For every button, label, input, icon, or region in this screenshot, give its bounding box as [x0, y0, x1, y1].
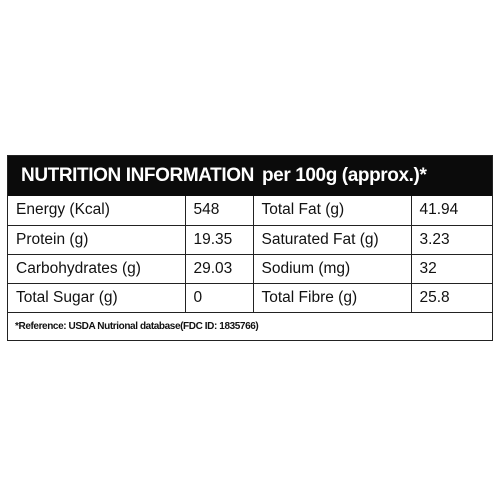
nutrient-value: 548	[184, 196, 254, 226]
nutrient-label: Saturated Fat (g)	[252, 224, 412, 255]
nutrient-label: Carbohydrates (g)	[8, 253, 186, 284]
nutrition-header: NUTRITION INFORMATION per 100g (approx.)…	[8, 156, 492, 196]
nutrient-value: 29.03	[184, 253, 254, 284]
nutrient-value: 25.8	[410, 282, 492, 313]
nutrient-label: Total Fat (g)	[252, 196, 412, 226]
nutrient-label: Protein (g)	[8, 224, 186, 255]
nutrient-value: 0	[184, 282, 254, 313]
table-row: Total Sugar (g) 0 Total Fibre (g) 25.8	[8, 282, 492, 313]
nutrient-value: 3.23	[410, 224, 492, 255]
nutrition-title: NUTRITION INFORMATION	[21, 165, 254, 186]
nutrient-label: Total Sugar (g)	[8, 282, 186, 313]
reference-note: *Reference: USDA Nutrional database(FDC …	[15, 321, 259, 332]
table-row: Carbohydrates (g) 29.03 Sodium (mg) 32	[8, 253, 492, 284]
nutrient-value: 41.94	[410, 196, 492, 226]
nutrition-information-panel: NUTRITION INFORMATION per 100g (approx.)…	[7, 155, 493, 341]
nutrition-subtitle: per 100g (approx.)*	[261, 165, 427, 186]
nutrition-table: Energy (Kcal) 548 Total Fat (g) 41.94 Pr…	[8, 196, 492, 313]
nutrient-value: 19.35	[184, 224, 254, 255]
nutrient-label: Sodium (mg)	[252, 253, 412, 284]
table-row: Energy (Kcal) 548 Total Fat (g) 41.94	[8, 196, 492, 226]
table-row: Protein (g) 19.35 Saturated Fat (g) 3.23	[8, 224, 492, 255]
nutrient-label: Energy (Kcal)	[8, 196, 186, 226]
nutrient-value: 32	[410, 253, 492, 284]
nutrient-label: Total Fibre (g)	[252, 282, 412, 313]
